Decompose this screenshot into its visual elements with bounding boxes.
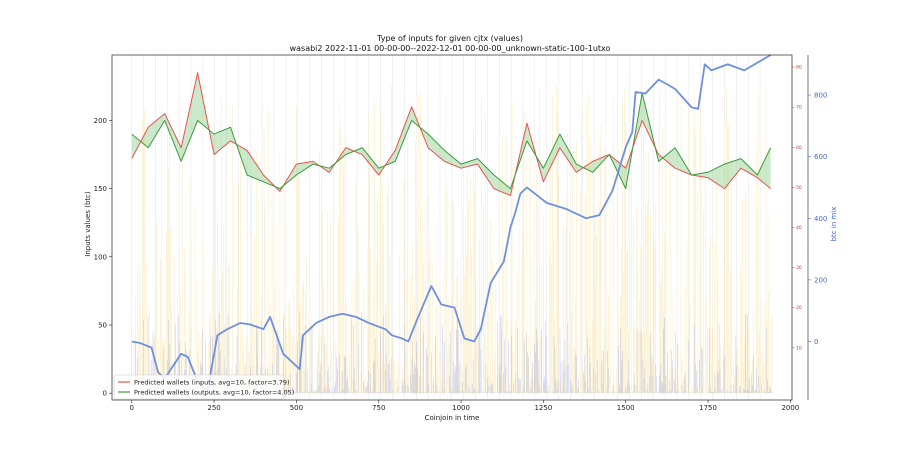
y-right1-tick-label: 60 <box>796 145 802 151</box>
y-right2-tick-label: 800 <box>814 92 827 100</box>
y-tick-label: 100 <box>94 253 107 261</box>
y-right1-tick-label: 70 <box>796 105 802 111</box>
x-tick-label: 1250 <box>534 404 552 412</box>
y-right2-tick-label: 200 <box>814 276 827 284</box>
y-right2-tick-label: 400 <box>814 215 827 223</box>
y2-axis-label: btc in mix <box>830 207 838 242</box>
y-tick-label: 150 <box>94 185 107 193</box>
y-right1-tick-label: 80 <box>796 65 802 71</box>
x-tick-label: 1750 <box>699 404 717 412</box>
y-right1-tick-label: 40 <box>796 225 802 231</box>
x-tick-label: 1500 <box>617 404 635 412</box>
y-tick-label: 200 <box>94 117 107 125</box>
legend-box <box>113 374 285 400</box>
y-right2-tick-label: 0 <box>814 338 818 346</box>
x-tick-label: 2000 <box>781 404 799 412</box>
y-right1-tick-label: 30 <box>796 265 802 271</box>
x-tick-label: 250 <box>207 404 220 412</box>
y-right2-tick-label: 600 <box>814 153 827 161</box>
plot-area: 0 250 500 750 1000 1250 1500 1750 20000501001502… <box>94 54 827 412</box>
x-tick-label: 0 <box>130 404 134 412</box>
x-tick-label: 750 <box>372 404 385 412</box>
y-tick-label: 0 <box>103 390 107 398</box>
chart-subtitle: wasabi2 2022-11-01 00-00-00--2022-12-01 … <box>290 44 611 53</box>
series-line-btc-in-mix <box>131 54 772 392</box>
y-tick-label: 50 <box>98 322 107 330</box>
legend-entry-inputs: Predicted wallets (inputs, avg=10, facto… <box>134 379 290 387</box>
series-line-inputs <box>131 72 771 196</box>
x-tick-label: 500 <box>290 404 303 412</box>
x-axis-label: Coinjoin in time <box>425 414 480 422</box>
series-line-outputs <box>131 92 772 190</box>
y-right1-tick-label: 20 <box>796 305 802 311</box>
legend-entry-outputs: Predicted wallets (outputs, avg=10, fact… <box>134 389 294 397</box>
y-right1-tick-label: 10 <box>796 345 802 351</box>
y-right1-tick-label: 50 <box>796 185 802 191</box>
fill-between-series <box>131 72 771 196</box>
legend: Predicted wallets (inputs, avg=10, facto… <box>113 374 294 400</box>
x-tick-label: 1000 <box>452 404 470 412</box>
y-axis-label: Inputs values (btc) <box>84 191 92 257</box>
chart-title: Type of inputs for given cjtx (values) <box>376 34 523 43</box>
